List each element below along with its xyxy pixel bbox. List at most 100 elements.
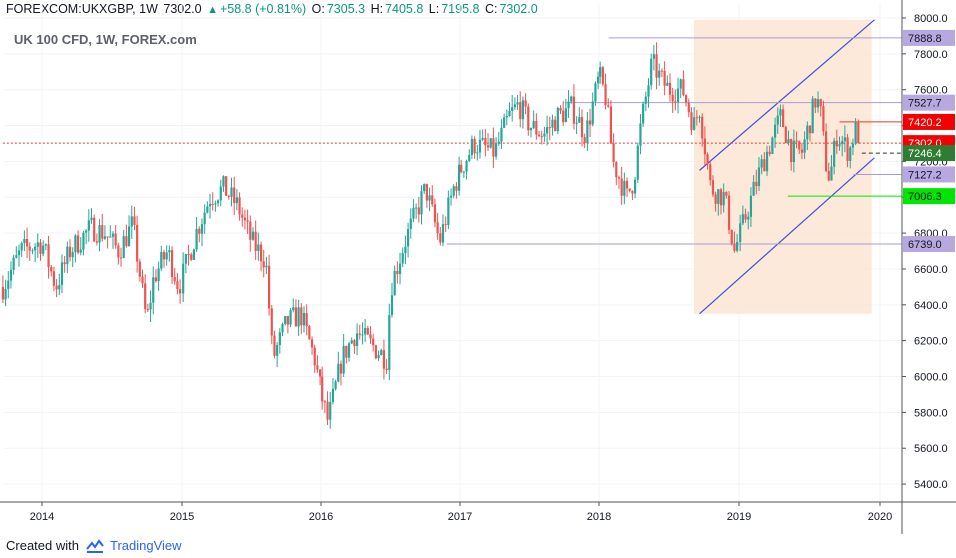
candle-down [369,334,372,339]
candle-up [82,232,85,250]
level-label: 6739.0 [908,239,942,251]
candle-down [674,101,677,103]
candle-up [60,262,64,286]
candle-down [460,164,463,172]
candle-up [575,122,578,124]
up-triangle-icon: ▲ [207,4,218,16]
candle-up [208,203,212,207]
candle-down [310,339,314,348]
candle-down [663,70,666,86]
candle-up [428,195,431,201]
candle-up [388,315,391,371]
candle-down [690,112,693,130]
candle-up [468,155,471,161]
candle-down [562,110,565,123]
y-tick-label: 8000.0 [914,13,948,25]
candle-up [168,250,171,253]
candle-up [776,115,779,125]
candle-down [431,195,434,205]
candle-up [7,280,10,289]
candle-up [230,187,233,197]
candle-up [752,181,755,196]
candle-up [792,140,795,163]
candle-down [119,257,123,259]
price-chart[interactable]: UK 100 CFD, 1W, FOREX.com 8000.0 7800.0 76… [0,0,956,534]
candle-down [106,236,109,238]
candle-down [238,197,241,215]
candle-down [607,105,610,107]
candle-up [90,217,93,221]
candle-up [36,242,39,247]
candle-up [289,310,292,325]
candle-up [74,235,77,253]
candle-down [76,235,80,253]
candle-up [58,285,61,290]
candle-down [687,102,690,113]
candle-down [433,204,437,223]
y-tick-label: 6600.0 [914,264,948,276]
candle-down [604,84,607,106]
candle-down [768,151,771,154]
candlestick-series [1,42,860,429]
candle-up [160,252,163,269]
candle-down [763,159,766,172]
tradingview-brand[interactable]: TradingView [110,538,182,553]
candle-up [739,223,742,243]
candle-up [347,343,351,358]
candle-down [227,195,230,197]
candle-up [508,110,511,116]
candle-up [497,141,500,144]
candle-down [358,333,361,335]
candle-up [98,225,101,243]
candle-down [744,214,747,220]
candle-up [481,137,484,140]
candle-down [47,244,50,268]
candle-up [206,206,209,213]
candle-up [420,191,423,215]
x-tick-label: 2017 [448,511,472,523]
candle-up [636,145,639,180]
candle-down [668,82,672,95]
candle-down [316,365,319,370]
candle-down [484,137,487,146]
candle-down [439,233,442,243]
candle-down [824,131,828,172]
candle-down [39,242,42,254]
candle-down [535,120,538,135]
candle-down [671,94,674,102]
candle-up [393,270,396,296]
candle-up [219,186,222,201]
candle-down [372,338,375,346]
candle-up [679,79,682,89]
candle-down [808,125,812,134]
candle-up [44,244,47,246]
candle-up [216,200,220,204]
candle-down [366,328,369,335]
candle-up [505,115,508,118]
candle-up [334,381,337,389]
candle-up [647,85,650,97]
high-label: H: [370,2,384,16]
candle-down [198,228,201,234]
candle-up [849,147,852,161]
candle-up [165,252,168,260]
candle-down [612,143,615,163]
price-change: +58.8 (+0.81%) [219,2,307,16]
y-tick-label: 6200.0 [914,336,948,348]
candle-down [425,183,428,201]
candle-down [540,136,543,138]
candle-up [329,402,332,420]
level-label: 7246.4 [908,148,942,160]
candle-down [50,267,53,272]
candle-down [262,261,265,268]
candle-up [251,231,255,240]
candle-up [337,363,340,382]
y-tick-label: 5600.0 [914,443,948,455]
candle-down [141,276,144,284]
candle-up [34,246,37,251]
x-tick-label: 2014 [30,511,54,523]
candle-up [122,236,125,258]
candle-down [241,214,244,218]
candle-down [176,281,179,290]
candle-down [101,225,104,239]
